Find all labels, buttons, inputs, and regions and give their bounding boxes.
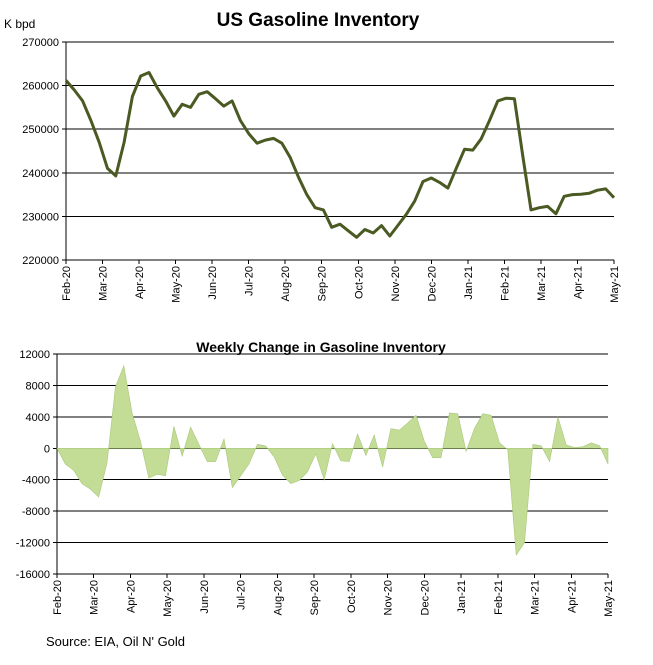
x-tick-label: Feb-20 bbox=[61, 266, 73, 301]
x-tick-label: Aug-20 bbox=[272, 580, 284, 615]
y-tick-label: 230000 bbox=[22, 211, 59, 223]
y-tick-label: 4000 bbox=[26, 412, 50, 424]
y-axis-label: K bpd bbox=[4, 17, 35, 31]
x-tick-label: Jan-21 bbox=[463, 266, 475, 300]
x-tick-label: Nov-20 bbox=[383, 580, 395, 615]
y-tick-label: 250000 bbox=[22, 124, 59, 136]
x-tick-label: Mar-21 bbox=[536, 266, 548, 301]
x-tick-label: Apr-21 bbox=[573, 266, 585, 299]
y-tick-label: 240000 bbox=[22, 168, 59, 180]
series-line bbox=[64, 71, 616, 239]
x-tick-label: Jun-20 bbox=[199, 580, 211, 614]
x-tick-label: May-21 bbox=[609, 266, 621, 303]
x-tick-label: Apr-20 bbox=[126, 580, 138, 613]
y-tick-label: 12000 bbox=[19, 349, 50, 361]
x-tick-label: May-20 bbox=[171, 266, 183, 303]
x-tick-label: Apr-21 bbox=[566, 580, 578, 613]
x-tick-label: Jul-20 bbox=[236, 580, 248, 610]
x-tick-label: Mar-21 bbox=[530, 580, 542, 615]
x-tick-label: May-21 bbox=[603, 580, 615, 617]
x-tick-label: Sep-20 bbox=[309, 580, 321, 615]
series-area bbox=[56, 364, 609, 556]
y-tick-label: 8000 bbox=[26, 380, 50, 392]
weekly-change-chart: Weekly Change in Gasoline Inventory -1600… bbox=[16, 339, 615, 617]
x-tick-label: Nov-20 bbox=[390, 266, 402, 301]
y-tick-label: -16000 bbox=[16, 569, 50, 581]
y-tick-label: -8000 bbox=[22, 506, 50, 518]
x-tick-label: Sep-20 bbox=[317, 266, 329, 301]
x-tick-label: May-20 bbox=[162, 580, 174, 617]
y-tick-label: 270000 bbox=[22, 37, 59, 49]
x-tick-label: Dec-20 bbox=[419, 580, 431, 615]
x-tick-label: Oct-20 bbox=[353, 266, 365, 299]
y-tick-label: -12000 bbox=[16, 538, 50, 550]
x-tick-label: Jan-21 bbox=[456, 580, 468, 614]
x-tick-label: Mar-20 bbox=[89, 580, 101, 615]
y-tick-label: 260000 bbox=[22, 81, 59, 93]
source-note: Source: EIA, Oil N' Gold bbox=[46, 634, 186, 649]
x-tick-label: Feb-21 bbox=[499, 266, 511, 301]
x-tick-label: Oct-20 bbox=[346, 580, 358, 613]
y-tick-label: 0 bbox=[44, 443, 50, 455]
inventory-chart: US Gasoline Inventory K bpd 220000 230000 24… bbox=[4, 10, 621, 303]
x-tick-label: Jul-20 bbox=[244, 266, 256, 296]
x-tick-label: Apr-20 bbox=[134, 266, 146, 299]
y-tick-label: 220000 bbox=[22, 255, 59, 267]
y-tick-label: -4000 bbox=[22, 475, 50, 487]
x-tick-label: Dec-20 bbox=[426, 266, 438, 301]
x-tick-label: Jun-20 bbox=[207, 266, 219, 300]
x-tick-label: Mar-20 bbox=[98, 266, 110, 301]
chart-title: Weekly Change in Gasoline Inventory bbox=[196, 339, 446, 355]
x-tick-label: Feb-21 bbox=[493, 580, 505, 615]
x-tick-label: Aug-20 bbox=[280, 266, 292, 301]
x-tick-label: Feb-20 bbox=[52, 580, 64, 615]
chart-title: US Gasoline Inventory bbox=[217, 10, 420, 31]
